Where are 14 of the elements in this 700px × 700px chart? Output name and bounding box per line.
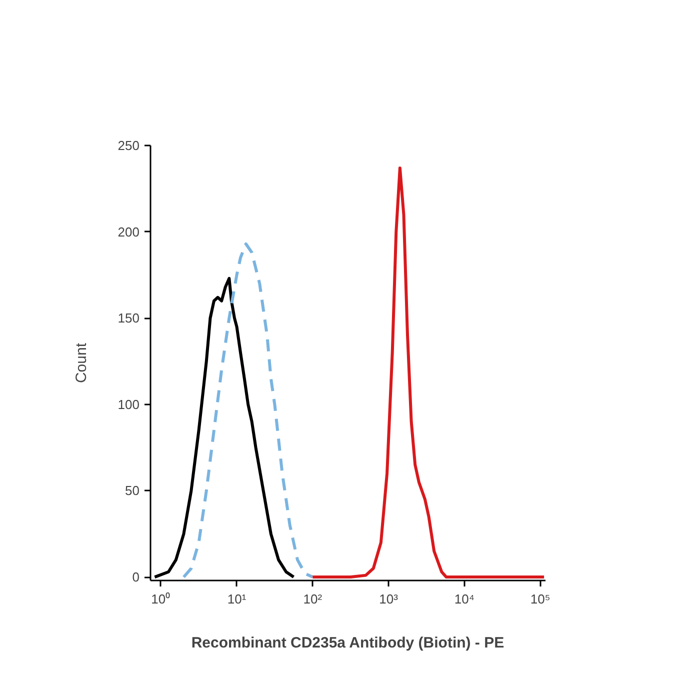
y-tick-label: 250: [118, 138, 140, 153]
x-tick-label: 10²: [303, 592, 323, 606]
x-tick-label: 10⁵: [530, 592, 550, 606]
y-tick-label: 200: [118, 224, 140, 240]
x-tick-label: 10⁴: [454, 592, 474, 606]
y-tick-label: 0: [132, 570, 140, 585]
x-tick-label: 10¹: [227, 592, 247, 606]
y-axis-title: Count: [72, 342, 90, 384]
x-axis-title: Recombinant CD235a Antibody (Biotin) - PE: [191, 634, 504, 652]
x-tick-label: 10³: [379, 592, 399, 606]
y-tick-label: 50: [125, 483, 140, 498]
y-tick-label: 100: [118, 396, 140, 412]
x-tick-label: 10⁰: [151, 592, 171, 606]
y-tick-label: 150: [118, 310, 140, 326]
